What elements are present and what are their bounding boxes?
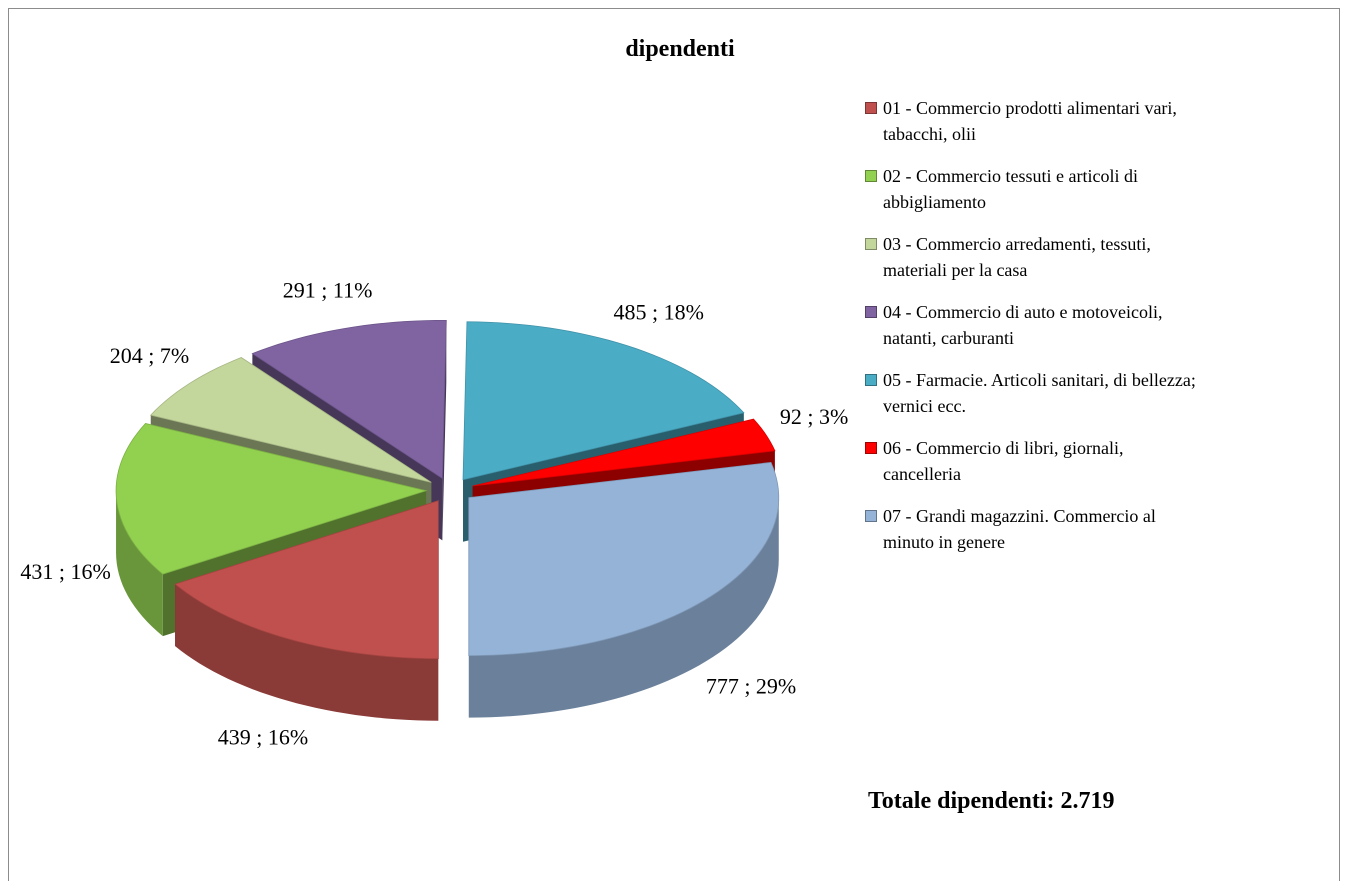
- annotation: Totale dipendenti: 2.719: [868, 788, 1115, 814]
- legend-label: 05 - Farmacie. Articoli sanitari, di bel…: [883, 370, 1196, 416]
- slice-top: [468, 461, 780, 657]
- legend-item: 01 - Commercio prodotti alimentari vari,…: [865, 95, 1205, 147]
- legend-label: 01 - Commercio prodotti alimentari vari,…: [883, 98, 1177, 144]
- chart-title: dipendenti: [625, 36, 735, 62]
- legend-item: 02 - Commercio tessuti e articoli di abb…: [865, 163, 1205, 215]
- slice-wall: [468, 497, 779, 718]
- slice-top: [149, 357, 432, 483]
- data-label: 291 ; 11%: [283, 278, 373, 303]
- legend-item: 07 - Grandi magazzini. Commercio al minu…: [865, 503, 1205, 555]
- legend-label: 02 - Commercio tessuti e articoli di abb…: [883, 166, 1138, 212]
- data-label: 777 ; 29%: [706, 674, 796, 699]
- legend-swatch: [865, 102, 877, 114]
- legend-swatch: [865, 374, 877, 386]
- legend-item: 06 - Commercio di libri, giornali, cance…: [865, 435, 1205, 487]
- slice-top: [174, 500, 439, 660]
- legend-swatch: [865, 442, 877, 454]
- legend-swatch: [865, 510, 877, 522]
- data-label: 439 ; 16%: [218, 724, 308, 749]
- legend-item: 03 - Commercio arredamenti, tessuti, mat…: [865, 231, 1205, 283]
- data-label: 92 ; 3%: [780, 404, 848, 429]
- slice-top: [115, 423, 428, 575]
- chart-frame: [8, 8, 1340, 881]
- legend: 01 - Commercio prodotti alimentari vari,…: [865, 95, 1205, 571]
- slice-top: [462, 321, 745, 481]
- data-label: 431 ; 16%: [20, 559, 110, 584]
- legend-label: 03 - Commercio arredamenti, tessuti, mat…: [883, 234, 1151, 280]
- slice: [468, 461, 780, 718]
- slice-top: [251, 320, 447, 480]
- legend-item: 05 - Farmacie. Articoli sanitari, di bel…: [865, 367, 1205, 419]
- data-label: 204 ; 7%: [110, 343, 189, 368]
- legend-item: 04 - Commercio di auto e motoveicoli, na…: [865, 299, 1205, 351]
- legend-label: 07 - Grandi magazzini. Commercio al minu…: [883, 506, 1156, 552]
- legend-swatch: [865, 306, 877, 318]
- legend-label: 06 - Commercio di libri, giornali, cance…: [883, 438, 1124, 484]
- slice: [174, 500, 439, 721]
- legend-swatch: [865, 170, 877, 182]
- legend-label: 04 - Commercio di auto e motoveicoli, na…: [883, 302, 1163, 348]
- data-label: 485 ; 18%: [614, 299, 704, 324]
- slice-top: [472, 418, 776, 487]
- legend-swatch: [865, 238, 877, 250]
- slice-wall: [175, 584, 439, 721]
- slice-wall: [116, 490, 163, 637]
